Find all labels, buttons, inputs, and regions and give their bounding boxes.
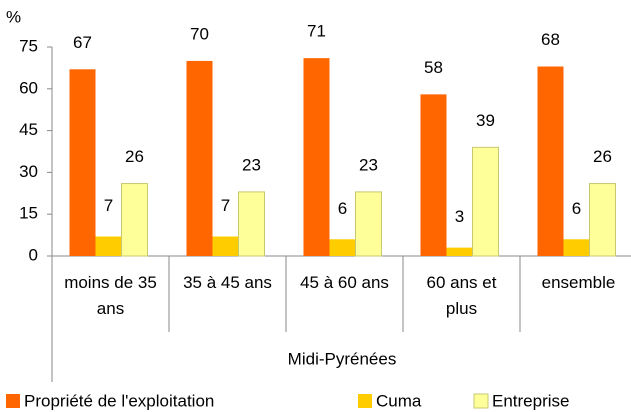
bar <box>355 191 382 257</box>
bar <box>212 236 239 256</box>
y-tick-label: 75 <box>19 36 38 55</box>
data-label: 58 <box>424 58 443 77</box>
bar <box>69 69 96 256</box>
x-tick-label: moins de 35 ans <box>64 273 157 318</box>
bar <box>563 239 590 256</box>
data-label: 68 <box>541 30 560 49</box>
bar <box>303 58 330 256</box>
data-label: 23 <box>359 155 378 174</box>
bar <box>121 183 148 257</box>
legend-swatch <box>473 393 489 409</box>
bar <box>472 146 499 257</box>
group-label: Midi-Pyrénées <box>288 349 397 368</box>
data-label: 39 <box>476 111 495 130</box>
y-tick-label: 45 <box>19 120 38 139</box>
bar <box>589 183 616 257</box>
data-label: 3 <box>455 207 464 226</box>
data-label: 7 <box>104 196 113 215</box>
data-label: 6 <box>338 199 347 218</box>
legend-swatch <box>358 394 372 408</box>
data-label: 70 <box>190 24 209 43</box>
x-tick-label: 60 ans et plus <box>426 273 497 318</box>
y-axis-label: % <box>6 7 21 26</box>
legend-label: Cuma <box>376 391 422 410</box>
bar <box>537 66 564 256</box>
data-label: 23 <box>242 155 261 174</box>
bar <box>420 94 447 256</box>
data-label: 26 <box>125 147 144 166</box>
y-tick-label: 30 <box>19 162 38 181</box>
legend-swatch <box>6 394 20 408</box>
bar <box>446 247 473 256</box>
bar <box>95 236 122 256</box>
x-tick-label: 45 à 60 ans <box>300 273 389 292</box>
data-label: 26 <box>593 147 612 166</box>
data-label: 71 <box>307 22 326 41</box>
legend-label: Entreprise <box>492 391 569 410</box>
y-tick-label: 15 <box>19 204 38 223</box>
data-label: 67 <box>73 33 92 52</box>
data-label: 7 <box>221 196 230 215</box>
bar <box>329 239 356 256</box>
bar <box>238 191 265 257</box>
data-label: 6 <box>572 199 581 218</box>
y-tick-label: 0 <box>29 245 38 264</box>
x-tick-label: 35 à 45 ans <box>183 273 272 292</box>
bar <box>186 60 213 256</box>
x-tick-label: ensemble <box>541 273 616 292</box>
y-tick-label: 60 <box>19 78 38 97</box>
legend-label: Propriété de l'exploitation <box>24 391 214 410</box>
